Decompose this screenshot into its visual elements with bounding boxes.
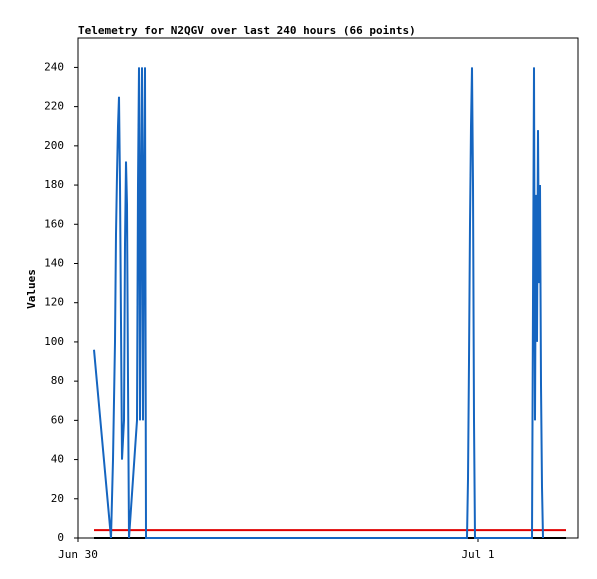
- x-tick-label: Jun 30: [58, 548, 98, 561]
- y-tick-label: 160: [44, 217, 64, 230]
- y-tick-label: 0: [57, 531, 64, 544]
- y-tick-label: 220: [44, 100, 64, 113]
- y-tick-label: 60: [51, 413, 64, 426]
- y-tick-label: 180: [44, 178, 64, 191]
- y-tick-label: 120: [44, 296, 64, 309]
- y-tick-label: 40: [51, 453, 64, 466]
- y-tick-label: 100: [44, 335, 64, 348]
- y-axis-label: Values: [25, 269, 38, 309]
- y-tick-label: 240: [44, 60, 64, 73]
- chart-title: Telemetry for N2QGV over last 240 hours …: [78, 24, 416, 37]
- y-tick-label: 200: [44, 139, 64, 152]
- y-tick-label: 140: [44, 256, 64, 269]
- y-tick-label: 20: [51, 492, 64, 505]
- data-line: [93, 67, 544, 539]
- y-tick-label: 80: [51, 374, 64, 387]
- x-tick-label: Jul 1: [461, 548, 494, 561]
